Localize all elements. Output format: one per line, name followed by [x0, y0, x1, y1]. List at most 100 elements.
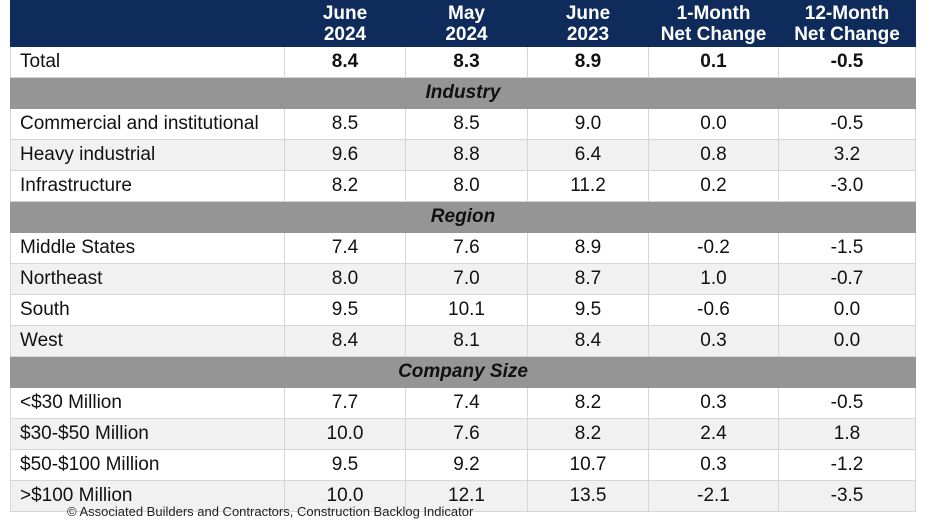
value-cell: -1.5 — [778, 232, 916, 264]
row-label: <$30 Million — [10, 387, 285, 419]
column-header-line: 2024 — [445, 23, 488, 45]
table-row: Heavy industrial 9.6 8.8 6.4 0.8 3.2 — [10, 139, 916, 171]
value-cell: 8.1 — [405, 325, 528, 357]
table-row: >$100 Million 10.0 12.1 13.5 -2.1 -3.5 — [10, 480, 916, 512]
section-row: Company Size — [10, 356, 916, 388]
value-cell: 8.2 — [284, 170, 406, 202]
table-row: Northeast 8.0 7.0 8.7 1.0 -0.7 — [10, 263, 916, 295]
value-cell: 7.4 — [405, 387, 528, 419]
row-label: >$100 Million — [10, 480, 285, 512]
value-cell: 7.0 — [405, 263, 528, 295]
value-cell: 8.7 — [527, 263, 649, 295]
value-cell: 8.9 — [527, 232, 649, 264]
value-cell: 11.2 — [527, 170, 649, 202]
row-label: Commercial and institutional — [10, 108, 285, 140]
value-cell: 8.2 — [527, 418, 649, 450]
value-cell: 7.6 — [405, 232, 528, 264]
section-row: Region — [10, 201, 916, 233]
value-cell: 8.5 — [405, 108, 528, 140]
value-cell: 10.1 — [405, 294, 528, 326]
header-cell — [10, 0, 285, 47]
value-cell: 0.1 — [648, 46, 779, 78]
row-label: Middle States — [10, 232, 285, 264]
row-label: South — [10, 294, 285, 326]
value-cell: 8.4 — [284, 46, 406, 78]
value-cell: 8.4 — [527, 325, 649, 357]
section-title: Company Size — [10, 356, 916, 388]
value-cell: 0.3 — [648, 387, 779, 419]
backlog-table: June 2024 May 2024 June 2023 1-Month Net Change… — [10, 0, 916, 512]
column-header-line: May — [448, 2, 485, 24]
column-header-line: June — [322, 2, 368, 24]
footer: © Associated Builders and Contractors, C… — [67, 504, 474, 519]
value-cell: 7.7 — [284, 387, 406, 419]
value-cell: 7.4 — [284, 232, 406, 264]
value-cell: 9.0 — [527, 108, 649, 140]
table-row: Commercial and institutional 8.5 8.5 9.0 0.0… — [10, 108, 916, 140]
value-cell: 0.3 — [648, 449, 779, 481]
value-cell: -1.2 — [778, 449, 916, 481]
column-header: 1-Month Net Change — [648, 0, 779, 47]
table-row: <$30 Million 7.7 7.4 8.2 0.3 -0.5 — [10, 387, 916, 419]
row-label: Total — [10, 46, 285, 78]
value-cell: 3.2 — [778, 139, 916, 171]
value-cell: -0.5 — [778, 46, 916, 78]
value-cell: 9.5 — [284, 449, 406, 481]
table-row: $30-$50 Million 10.0 7.6 8.2 2.4 1.8 — [10, 418, 916, 450]
table-row: Infrastructure 8.2 8.0 11.2 0.2 -3.0 — [10, 170, 916, 202]
row-label: West — [10, 325, 285, 357]
value-cell: 7.6 — [405, 418, 528, 450]
column-header: June 2024 — [284, 0, 406, 47]
value-cell: 8.9 — [527, 46, 649, 78]
value-cell: -0.7 — [778, 263, 916, 295]
value-cell: 0.3 — [648, 325, 779, 357]
value-cell: 0.2 — [648, 170, 779, 202]
table-row: South 9.5 10.1 9.5 -0.6 0.0 — [10, 294, 916, 326]
column-header-line: 2024 — [323, 23, 367, 45]
row-label: Infrastructure — [10, 170, 285, 202]
row-label: $30-$50 Million — [10, 418, 285, 450]
value-cell: 8.4 — [284, 325, 406, 357]
column-header-line: 1-Month — [676, 2, 751, 24]
value-cell: -0.2 — [648, 232, 779, 264]
value-cell: 8.3 — [405, 46, 528, 78]
value-cell: 1.0 — [648, 263, 779, 295]
value-cell: 8.8 — [405, 139, 528, 171]
value-cell: 10.0 — [284, 418, 406, 450]
value-cell: 0.0 — [648, 108, 779, 140]
value-cell: 9.5 — [527, 294, 649, 326]
value-cell: 6.4 — [527, 139, 649, 171]
value-cell: 0.8 — [648, 139, 779, 171]
value-cell: 0.0 — [778, 294, 916, 326]
value-cell: 8.0 — [405, 170, 528, 202]
row-label: $50-$100 Million — [10, 449, 285, 481]
column-header-line: Net Change — [660, 23, 767, 45]
value-cell: 9.5 — [284, 294, 406, 326]
column-header-line: June — [565, 2, 611, 24]
column-header: 12-Month Net Change — [778, 0, 916, 47]
row-label: Heavy industrial — [10, 139, 285, 171]
value-cell: 8.0 — [284, 263, 406, 295]
value-cell: 10.7 — [527, 449, 649, 481]
value-cell: 1.8 — [778, 418, 916, 450]
section-row: Industry — [10, 77, 916, 109]
column-header-line: Net Change — [794, 23, 900, 45]
value-cell: 2.4 — [648, 418, 779, 450]
section-title: Region — [10, 201, 916, 233]
value-cell: 9.2 — [405, 449, 528, 481]
value-cell: 13.5 — [527, 480, 649, 512]
value-cell: 12.1 — [405, 480, 528, 512]
table-row: Total 8.4 8.3 8.9 0.1 -0.5 — [10, 46, 916, 78]
value-cell: 0.0 — [778, 325, 916, 357]
value-cell: 9.6 — [284, 139, 406, 171]
table-row: $50-$100 Million 9.5 9.2 10.7 0.3 -1.2 — [10, 449, 916, 481]
value-cell: 8.2 — [527, 387, 649, 419]
value-cell: -2.1 — [648, 480, 779, 512]
column-header-line: 12-Month — [804, 2, 890, 24]
header-row: June 2024 May 2024 June 2023 1-Month Net Change… — [10, 0, 916, 47]
value-cell: -0.5 — [778, 108, 916, 140]
section-title: Industry — [10, 77, 916, 109]
table-row: Middle States 7.4 7.6 8.9 -0.2 -1.5 — [10, 232, 916, 264]
value-cell: 8.5 — [284, 108, 406, 140]
